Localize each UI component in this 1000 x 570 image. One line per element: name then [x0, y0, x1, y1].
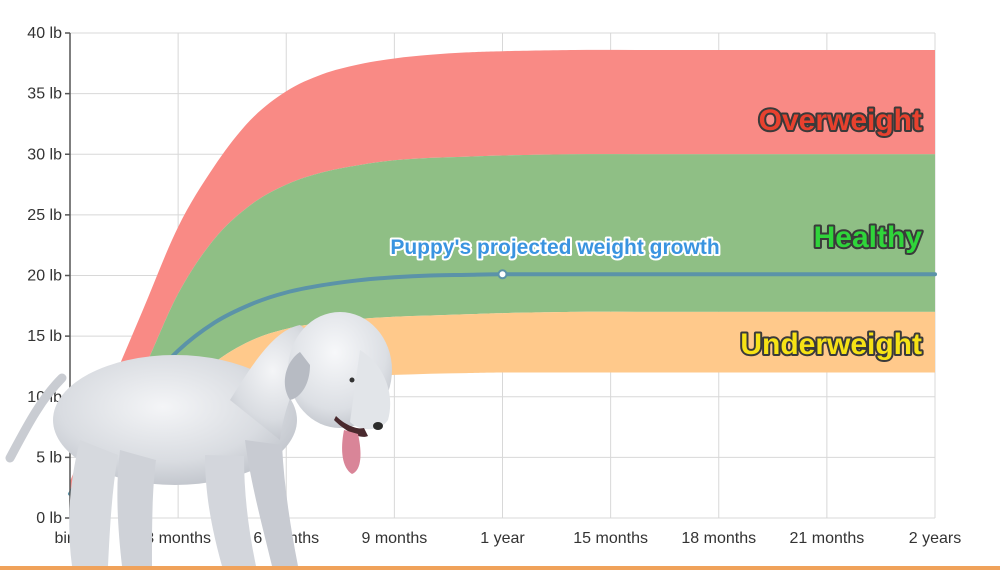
y-tick-label-1: 5 lb — [36, 449, 62, 466]
x-tick-label-1: 3 months — [145, 530, 211, 547]
x-tick-label-7: 21 months — [790, 530, 865, 547]
y-tick-label-8: 40 lb — [27, 25, 62, 42]
bottom-rule — [0, 566, 1000, 570]
zone-label-healthy: Healthy — [814, 221, 923, 254]
y-tick-label-6: 30 lb — [27, 146, 62, 163]
band-healthy — [70, 154, 935, 494]
projected-weight-label: Puppy's projected weight growth — [390, 236, 719, 259]
y-tick-label-0: 0 lb — [36, 510, 62, 527]
projected-weight-line — [68, 272, 937, 496]
x-tick-label-4: 1 year — [480, 530, 525, 547]
zone-labels: Overweight Healthy Underweight Puppy's proj… — [388, 102, 924, 363]
y-tick-label-3: 15 lb — [27, 328, 62, 345]
x-tick-label-8: 2 years — [909, 530, 961, 547]
bedlington-terrier-dog-icon — [5, 312, 392, 566]
projected-weight-marker[interactable] — [497, 269, 508, 280]
zone-label-underweight: Underweight — [740, 328, 922, 361]
x-tick-label-3: 9 months — [361, 530, 427, 547]
x-tick-label-5: 15 months — [573, 530, 648, 547]
zone-label-overweight: Overweight — [759, 104, 922, 137]
projection-series — [68, 269, 937, 496]
band-overweight — [70, 49, 935, 492]
y-tick-label-5: 25 lb — [27, 207, 62, 224]
y-tick-label-4: 20 lb — [27, 268, 62, 285]
x-tick-label-6: 18 months — [681, 530, 756, 547]
y-tick-label-7: 35 lb — [27, 86, 62, 103]
